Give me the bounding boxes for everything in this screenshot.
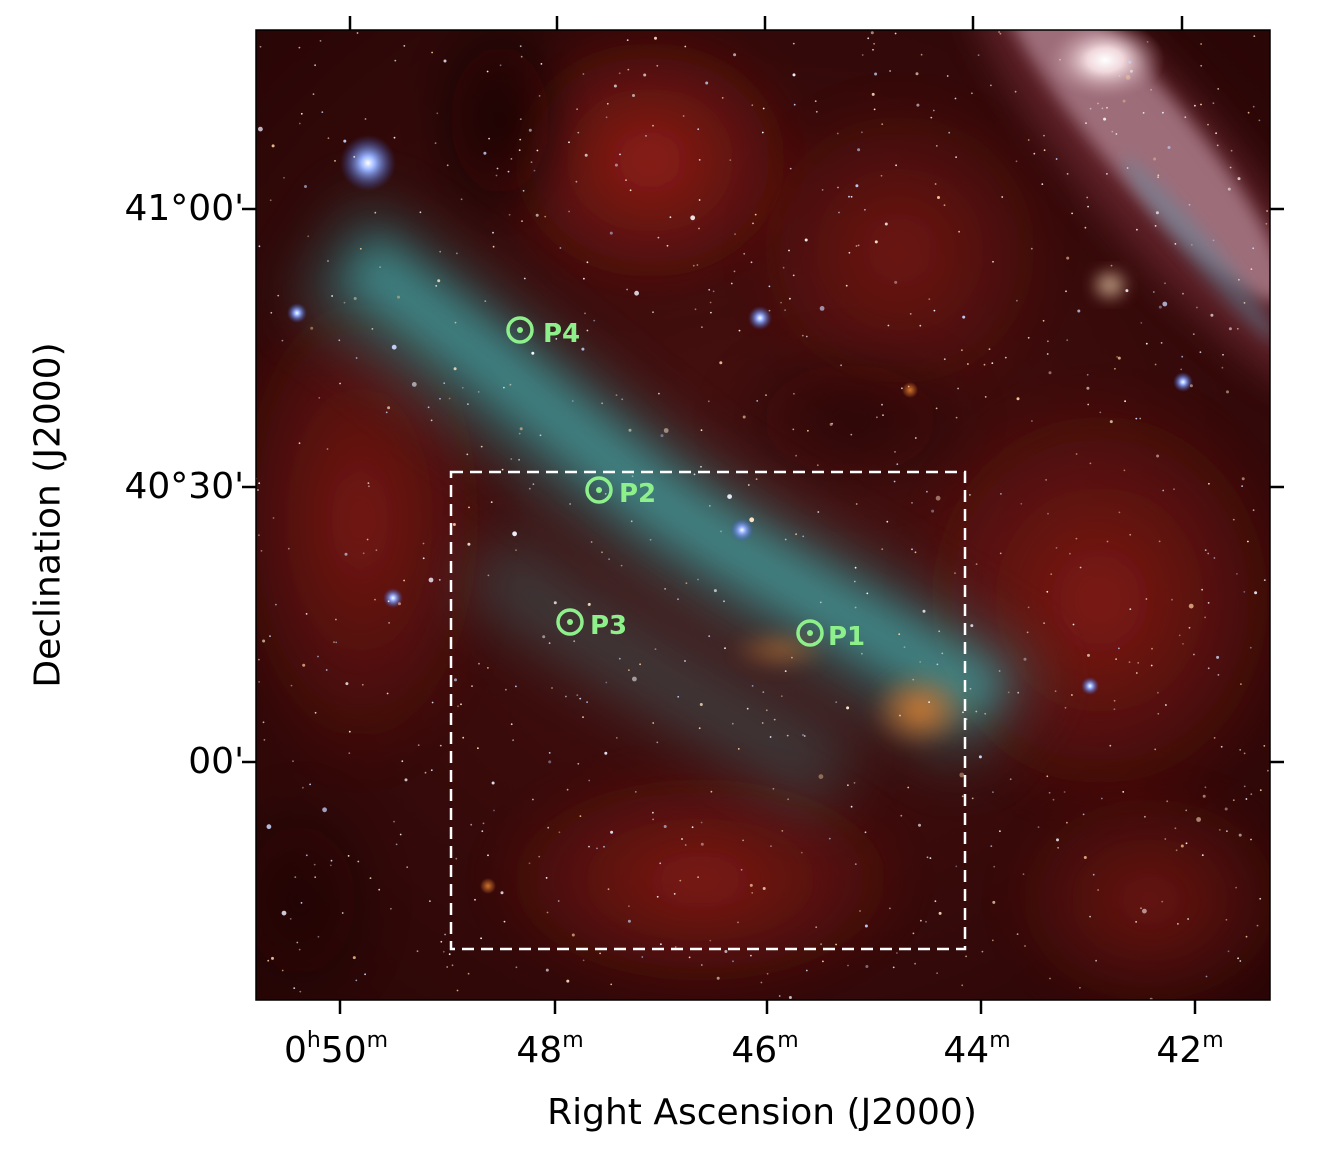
dec-tick-label-40-30: 40°30' [124, 466, 244, 507]
marker-label-p4: P4 [543, 319, 580, 349]
ra-hour-value: 0 [283, 1030, 307, 1071]
region-box [449, 470, 967, 951]
marker-label-p3: P3 [590, 611, 627, 641]
marker-p2: P2 [585, 476, 656, 509]
ra-minute-unit: m [1202, 1028, 1224, 1053]
ra-hour-unit: h [306, 1028, 321, 1053]
marker-label-p2: P2 [619, 479, 656, 509]
dec-tick-label-41-00: 41°00' [124, 188, 244, 229]
star-field [256, 31, 1269, 1000]
ra-minute-value: 46 [731, 1030, 778, 1071]
ra-tick-label-42: 42m [1156, 1030, 1223, 1071]
ra-minute-value: 48 [516, 1030, 563, 1071]
filament [296, 200, 1038, 815]
ra-tick-label-46: 46m [731, 1030, 798, 1071]
marker-p1: P1 [796, 619, 865, 652]
plot-frame [255, 29, 1271, 1001]
dec-tick-label-00: 00' [188, 741, 244, 782]
y-axis-title: Declination (J2000) [27, 342, 69, 688]
ra-minute-value: 42 [1156, 1030, 1203, 1071]
ra-minute-unit: m [366, 1028, 389, 1053]
axis-ticks [242, 16, 1284, 1014]
ra-tick-label-44: 44m [943, 1030, 1010, 1071]
galaxy [959, 30, 1270, 405]
astronomical-image [256, 30, 1270, 1000]
ra-minute-value: 44 [943, 1030, 990, 1071]
ra-tick-label-48: 48m [516, 1030, 583, 1071]
marker-label-p1: P1 [828, 622, 865, 652]
bright-star [340, 135, 396, 191]
ra-minute-unit: m [562, 1028, 584, 1053]
markers: P1 P2 P3 P4 [506, 316, 865, 652]
marker-p4: P4 [506, 316, 580, 349]
ra-minute-unit: m [777, 1028, 799, 1053]
ra-minute-unit: m [989, 1028, 1011, 1053]
ra-tick-label-50: 0h50m [283, 1030, 388, 1071]
marker-p3: P3 [556, 608, 627, 641]
ra-minute-value: 50 [320, 1030, 367, 1071]
x-axis-title: Right Ascension (J2000) [547, 1092, 977, 1133]
orange-knot [870, 670, 970, 750]
